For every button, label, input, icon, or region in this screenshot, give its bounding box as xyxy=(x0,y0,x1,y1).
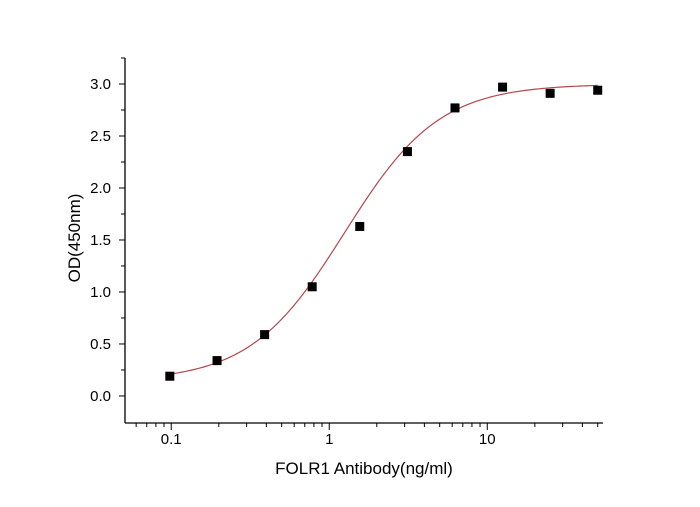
tick-marks xyxy=(119,57,599,430)
data-points xyxy=(165,82,603,381)
y-tick-label: 1.0 xyxy=(90,284,111,301)
x-axis-label: FOLR1 Antibody(ng/ml) xyxy=(275,459,453,478)
data-point xyxy=(593,85,603,95)
x-tick-label: 0.1 xyxy=(161,431,182,448)
x-tick-label: 10 xyxy=(479,431,496,448)
data-point xyxy=(498,82,508,92)
y-axis-label: OD(450nm) xyxy=(65,194,84,283)
axes xyxy=(124,58,603,424)
data-point xyxy=(260,330,270,340)
data-point xyxy=(212,356,222,366)
y-tick-label: 2.5 xyxy=(90,128,111,145)
x-tick-label: 1 xyxy=(325,431,333,448)
y-tick-label: 2.0 xyxy=(90,180,111,197)
tick-labels: 0.0 0.5 1.0 1.5 2.0 2.5 3.0 0.1 1 10 xyxy=(90,76,495,448)
data-point xyxy=(165,371,175,381)
data-point xyxy=(355,221,365,231)
data-point xyxy=(545,88,555,98)
y-tick-label: 3.0 xyxy=(90,76,111,93)
fit-curve xyxy=(171,84,598,375)
y-tick-label: 1.5 xyxy=(90,232,111,249)
y-tick-label: 0.5 xyxy=(90,336,111,353)
data-point xyxy=(450,103,460,113)
data-point xyxy=(402,147,412,157)
y-tick-label: 0.0 xyxy=(90,388,111,405)
data-point xyxy=(307,282,317,292)
